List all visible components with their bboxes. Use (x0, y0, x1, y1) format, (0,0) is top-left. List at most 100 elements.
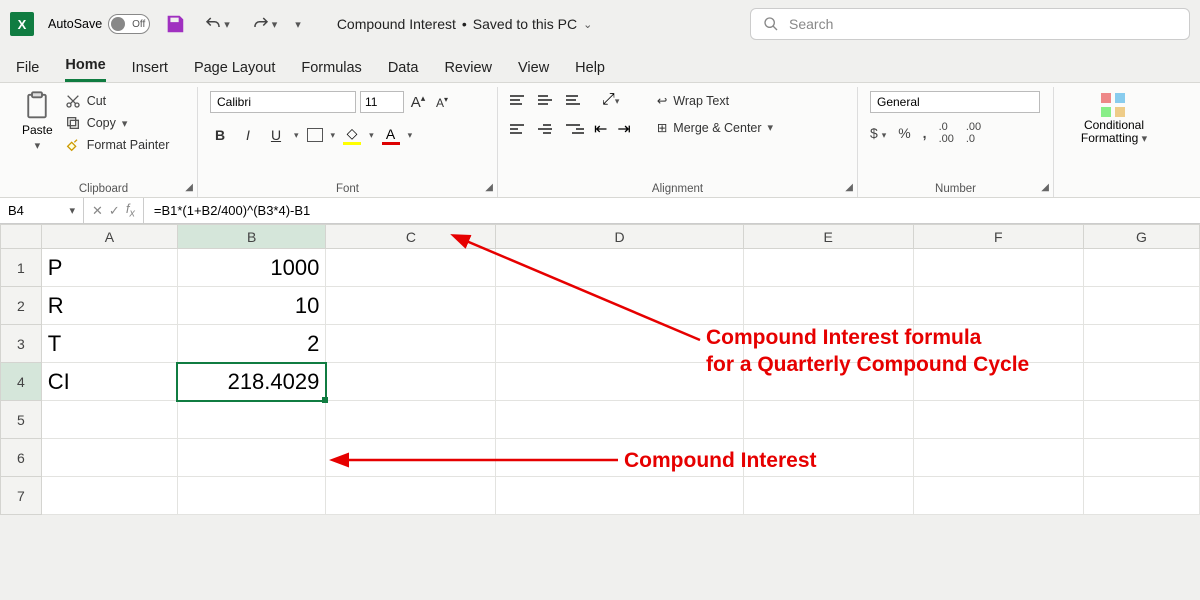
align-center-button[interactable] (538, 121, 556, 137)
cut-button[interactable]: Cut (61, 91, 174, 111)
cell-E6[interactable] (743, 439, 913, 477)
increase-indent-button[interactable]: ⇥ (617, 119, 630, 139)
col-header-G[interactable]: G (1083, 225, 1199, 249)
accept-formula-icon[interactable]: ✓ (109, 203, 120, 219)
select-all-corner[interactable] (1, 225, 42, 249)
number-launcher-icon[interactable]: ◢ (1041, 182, 1049, 193)
cell-F2[interactable] (913, 287, 1083, 325)
cell-E2[interactable] (743, 287, 913, 325)
name-box[interactable]: B4▾ (0, 198, 84, 223)
comma-button[interactable]: , (923, 125, 927, 141)
qat-customize-icon[interactable]: ▾ (295, 18, 301, 31)
cell-A4[interactable]: CI (41, 363, 177, 401)
col-header-C[interactable]: C (326, 225, 496, 249)
cell-B3[interactable]: 2 (177, 325, 325, 363)
row-header-7[interactable]: 7 (1, 477, 42, 515)
cell-G7[interactable] (1083, 477, 1199, 515)
underline-button[interactable]: U (266, 127, 286, 143)
tab-page-layout[interactable]: Page Layout (194, 60, 275, 82)
orientation-button[interactable]: ⤢▾ (602, 91, 619, 109)
cell-G6[interactable] (1083, 439, 1199, 477)
cell-D5[interactable] (496, 401, 743, 439)
cell-A6[interactable] (41, 439, 177, 477)
cell-B2[interactable]: 10 (177, 287, 325, 325)
cell-E7[interactable] (743, 477, 913, 515)
cell-A1[interactable]: P (41, 249, 177, 287)
cell-C7[interactable] (326, 477, 496, 515)
col-header-B[interactable]: B (177, 225, 325, 249)
cell-G5[interactable] (1083, 401, 1199, 439)
decrease-font-button[interactable]: A▾ (432, 95, 452, 110)
col-header-A[interactable]: A (41, 225, 177, 249)
tab-insert[interactable]: Insert (132, 60, 168, 82)
increase-font-button[interactable]: A▴ (408, 93, 428, 111)
border-button[interactable] (307, 128, 323, 142)
cell-C6[interactable] (326, 439, 496, 477)
cell-E1[interactable] (743, 249, 913, 287)
wrap-text-button[interactable]: ↩Wrap Text (653, 91, 777, 110)
row-header-3[interactable]: 3 (1, 325, 42, 363)
conditional-formatting-button[interactable]: ConditionalFormatting ▾ (1081, 91, 1147, 145)
cell-A5[interactable] (41, 401, 177, 439)
cell-G3[interactable] (1083, 325, 1199, 363)
cell-F5[interactable] (913, 401, 1083, 439)
percent-button[interactable]: % (898, 125, 910, 141)
cell-A2[interactable]: R (41, 287, 177, 325)
decrease-decimal-button[interactable]: .00.0 (966, 121, 981, 145)
cell-F6[interactable] (913, 439, 1083, 477)
align-top-button[interactable] (510, 92, 528, 108)
cell-A3[interactable]: T (41, 325, 177, 363)
copy-button[interactable]: Copy ▾ (61, 113, 174, 133)
tab-view[interactable]: View (518, 60, 549, 82)
formula-input[interactable]: =B1*(1+B2/400)^(B3*4)-B1 (144, 203, 1200, 219)
italic-button[interactable]: I (238, 127, 258, 143)
cell-G4[interactable] (1083, 363, 1199, 401)
alignment-launcher-icon[interactable]: ◢ (845, 182, 853, 193)
number-format-select[interactable] (870, 91, 1040, 113)
redo-button[interactable]: ▾ (248, 11, 282, 37)
tab-review[interactable]: Review (444, 60, 492, 82)
cell-E4[interactable] (743, 363, 913, 401)
cell-C2[interactable] (326, 287, 496, 325)
row-header-1[interactable]: 1 (1, 249, 42, 287)
tab-home[interactable]: Home (65, 57, 105, 82)
cell-B4[interactable]: 218.4029 (177, 363, 325, 401)
fx-icon[interactable]: fx (126, 201, 135, 220)
cell-C3[interactable] (326, 325, 496, 363)
font-name-select[interactable] (210, 91, 356, 113)
col-header-D[interactable]: D (496, 225, 743, 249)
cell-C4[interactable] (326, 363, 496, 401)
cell-F3[interactable] (913, 325, 1083, 363)
row-header-2[interactable]: 2 (1, 287, 42, 325)
cell-D2[interactable] (496, 287, 743, 325)
cell-A7[interactable] (41, 477, 177, 515)
currency-button[interactable]: $ ▾ (870, 125, 886, 141)
cell-B7[interactable] (177, 477, 325, 515)
tab-formulas[interactable]: Formulas (301, 60, 361, 82)
cell-B1[interactable]: 1000 (177, 249, 325, 287)
cell-G2[interactable] (1083, 287, 1199, 325)
row-header-5[interactable]: 5 (1, 401, 42, 439)
undo-button[interactable]: ▾ (200, 11, 234, 37)
tab-data[interactable]: Data (388, 60, 419, 82)
cell-D3[interactable] (496, 325, 743, 363)
cell-D6[interactable] (496, 439, 743, 477)
paste-button[interactable]: Paste▾ (22, 91, 53, 152)
decrease-indent-button[interactable]: ⇤ (594, 119, 607, 139)
font-launcher-icon[interactable]: ◢ (485, 182, 493, 193)
cell-B6[interactable] (177, 439, 325, 477)
cell-D4[interactable] (496, 363, 743, 401)
cell-C5[interactable] (326, 401, 496, 439)
merge-center-button[interactable]: ⊞Merge & Center ▾ (653, 118, 777, 137)
search-input[interactable]: Search (750, 8, 1190, 40)
bold-button[interactable]: B (210, 127, 230, 143)
col-header-E[interactable]: E (743, 225, 913, 249)
cell-F4[interactable] (913, 363, 1083, 401)
cell-E3[interactable] (743, 325, 913, 363)
font-color-button[interactable]: A (382, 126, 400, 145)
clipboard-launcher-icon[interactable]: ◢ (185, 182, 193, 193)
align-middle-button[interactable] (538, 92, 556, 108)
document-title[interactable]: Compound Interest • Saved to this PC ⌄ (337, 16, 592, 32)
cell-E5[interactable] (743, 401, 913, 439)
autosave-toggle[interactable]: AutoSave Off (48, 14, 150, 34)
